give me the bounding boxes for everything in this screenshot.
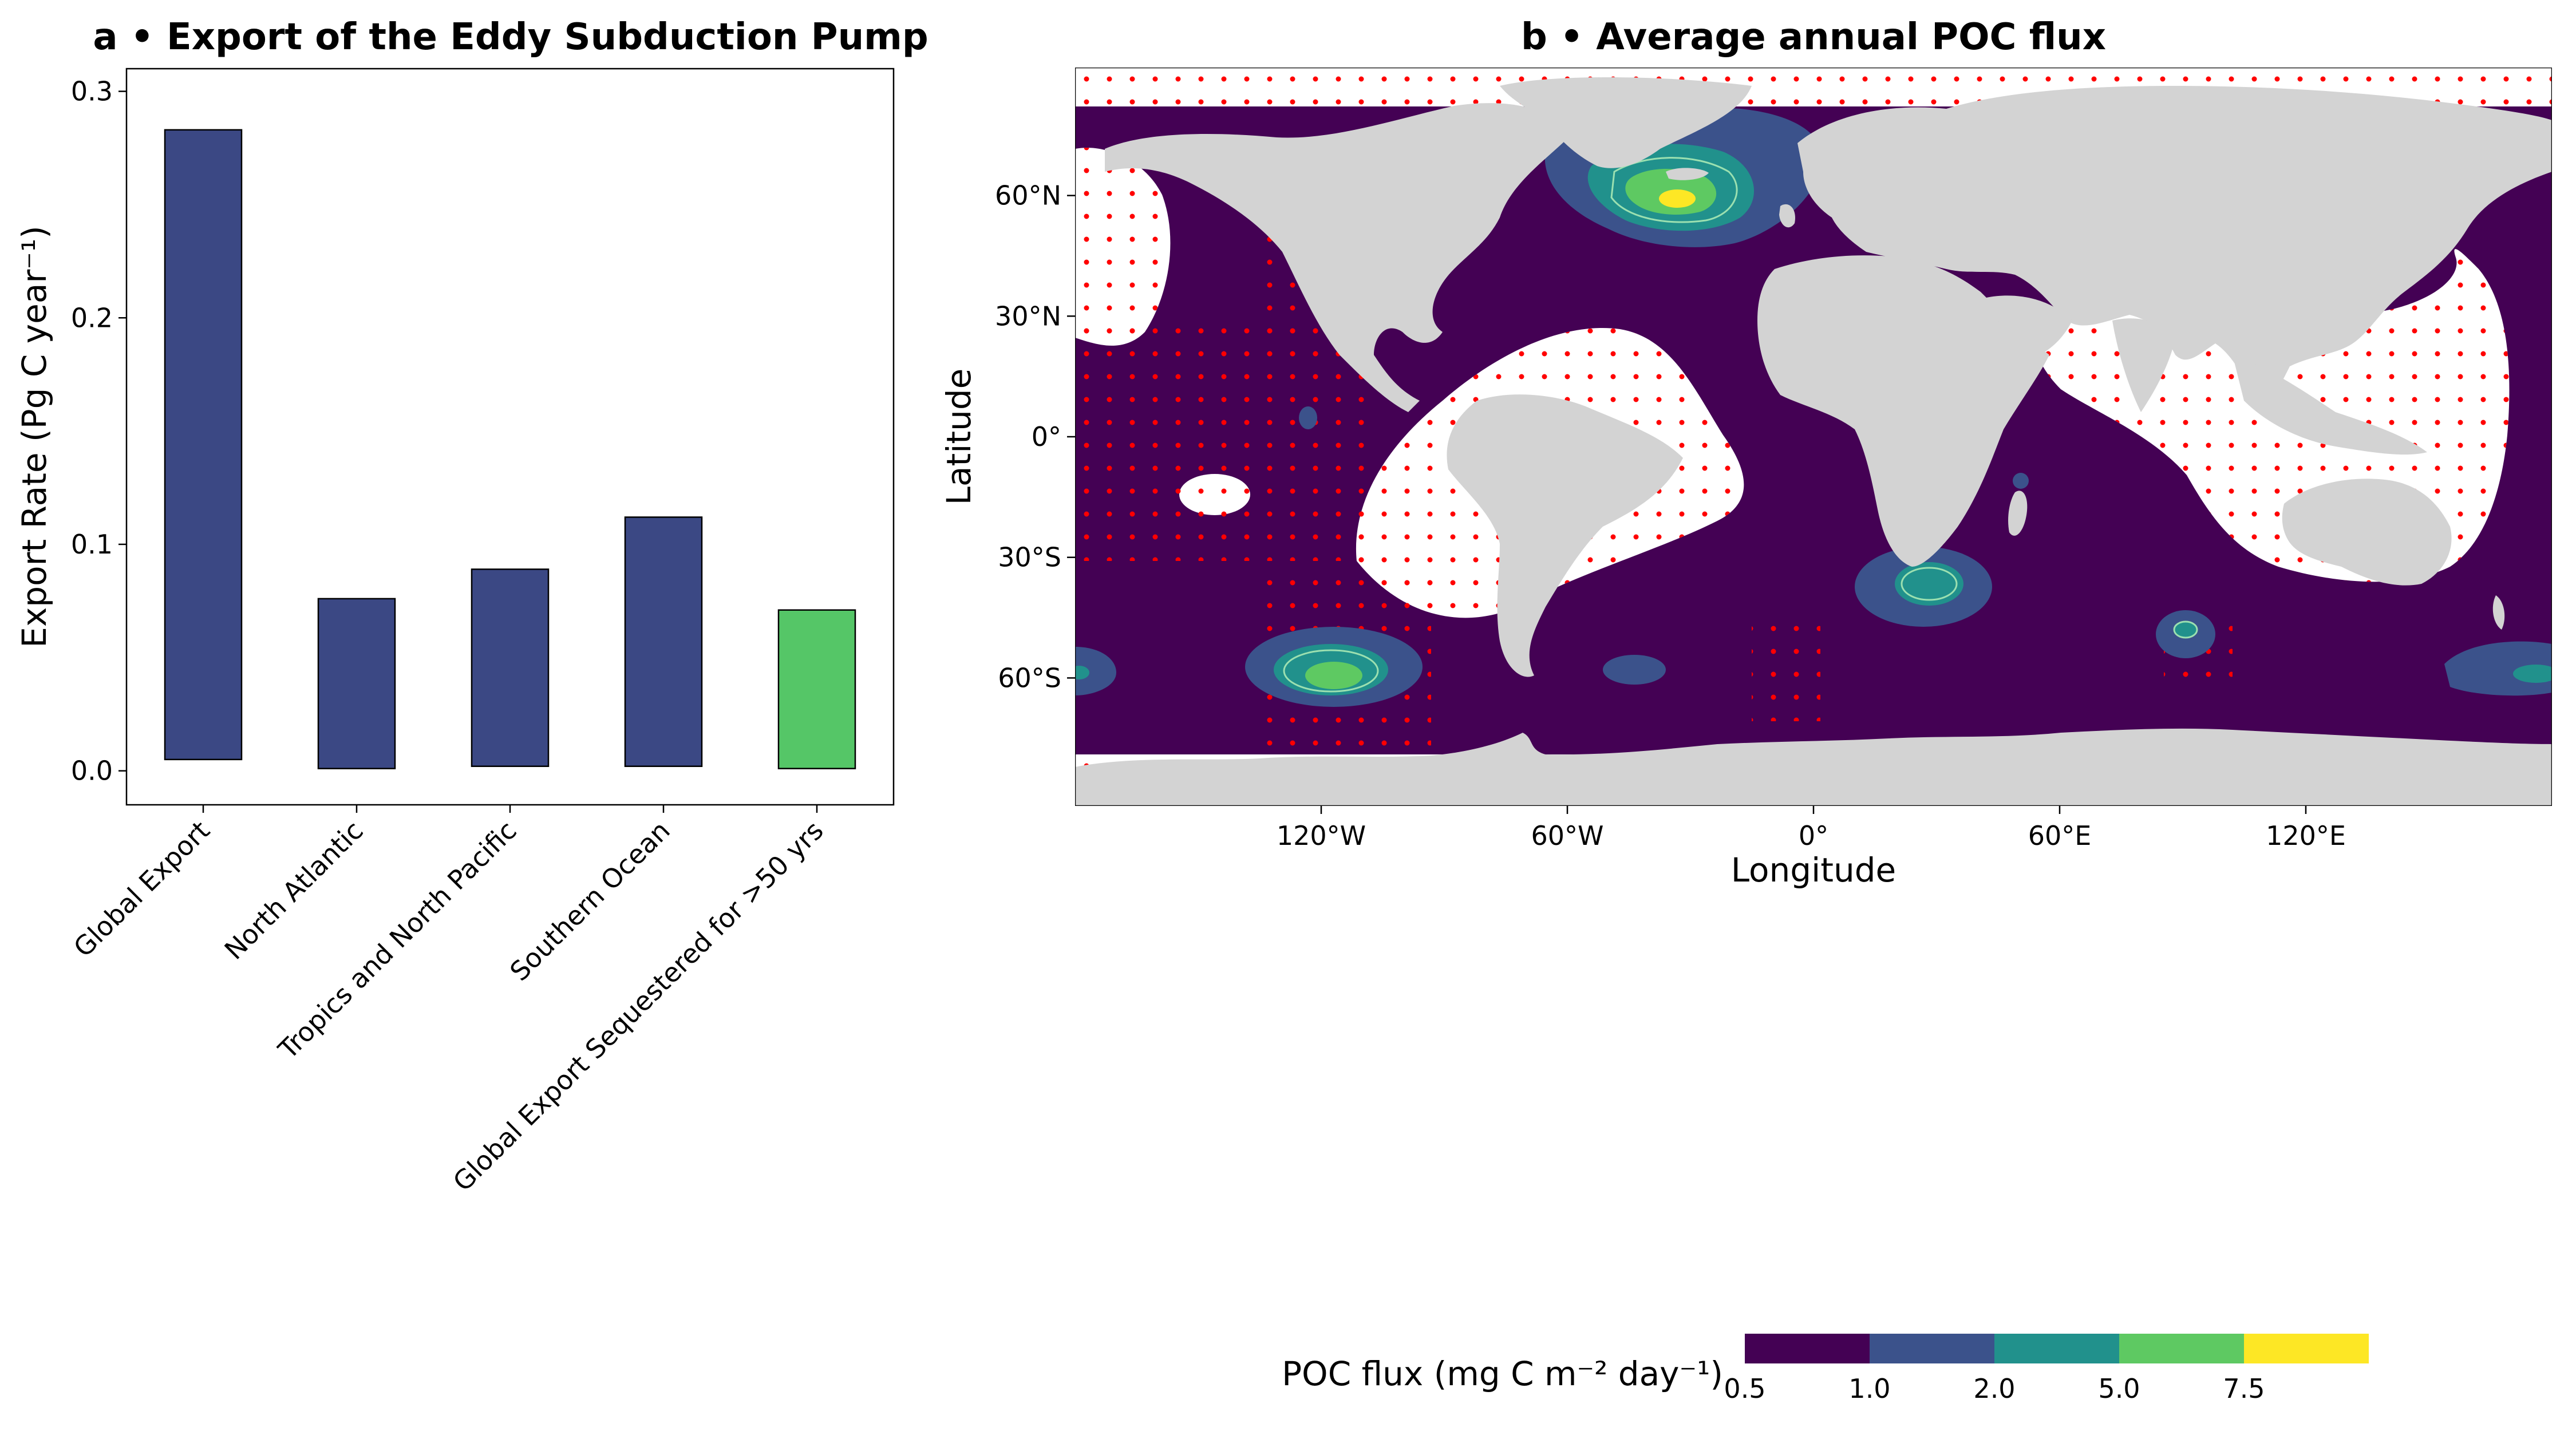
map-y-tick-label: 30°S bbox=[998, 542, 1061, 573]
bar-y-tick-label: 0.0 bbox=[71, 756, 113, 786]
bar-5 bbox=[777, 609, 856, 769]
map-title: b • Average annual POC flux bbox=[1521, 16, 2106, 58]
contour-north-atlantic-line bbox=[1610, 157, 1738, 223]
contour-tasman-l1 bbox=[2444, 641, 2552, 696]
bar-chart-title: a • Export of the Eddy Subduction Pump bbox=[93, 16, 928, 58]
bar-y-axis-label: Export Rate (Pg C year⁻¹) bbox=[15, 226, 54, 647]
map-x-tick-label: 120°E bbox=[2266, 820, 2346, 851]
colorbar-tick-label: 2.0 bbox=[1973, 1373, 2015, 1404]
land-eurasia bbox=[1797, 86, 2552, 404]
contour-tasman-l2 bbox=[2513, 665, 2552, 683]
map-y-tick-label: 30°N bbox=[995, 301, 1061, 331]
contour-south-pacific-l3 bbox=[1305, 662, 1362, 689]
bar-x-tick-label: Global Export bbox=[68, 815, 216, 963]
map-y-tick-label: 0° bbox=[1032, 421, 1061, 452]
colorbar-tick-label: 5.0 bbox=[2098, 1373, 2140, 1404]
map-y-tick-label: 60°S bbox=[998, 662, 1061, 693]
land-madagascar bbox=[2008, 491, 2028, 536]
colorbar-swatch bbox=[1745, 1334, 1870, 1363]
contour-indian-l2 bbox=[2173, 620, 2198, 639]
stipple-north-pacific bbox=[1075, 148, 1171, 346]
land-iceland bbox=[1666, 168, 1709, 180]
contour-drake bbox=[1603, 655, 1666, 685]
bar-1 bbox=[164, 129, 243, 761]
bar-y-axis: 0.0 0.1 0.2 0.3 bbox=[71, 76, 127, 786]
colorbar-tick-label: 1.0 bbox=[1848, 1373, 1890, 1404]
bar-series bbox=[164, 129, 856, 769]
map-x-tick-label: 0° bbox=[1799, 820, 1828, 851]
map-y-axis: 60°N 30°N 0° 30°S 60°S bbox=[995, 180, 1075, 693]
colorbar-tick-label: 0.5 bbox=[1724, 1373, 1765, 1404]
map-panel: b • Average annual POC flux bbox=[939, 16, 2552, 1404]
colorbar-swatches bbox=[1745, 1334, 2369, 1363]
map-x-axis: 120°W 60°W 0° 60°E 120°E bbox=[1277, 806, 2346, 851]
contour-south-atlantic-line bbox=[1901, 567, 1958, 601]
land-uk bbox=[1779, 204, 1795, 228]
stipple-south-atlantic-deep bbox=[1752, 618, 1820, 721]
land-india bbox=[2112, 318, 2175, 412]
colorbar: POC flux (mg C m⁻² day⁻¹) 0.5 1.0 2.0 5.0 7.… bbox=[1282, 1334, 2369, 1404]
bar-2 bbox=[317, 598, 396, 769]
colorbar-label: POC flux (mg C m⁻² day⁻¹) bbox=[1282, 1354, 1723, 1393]
map-x-axis-label: Longitude bbox=[1731, 851, 1896, 890]
land-north-america bbox=[1105, 103, 1568, 413]
bar-x-tick-label: Southern Ocean bbox=[504, 815, 676, 987]
land-antarctica bbox=[1075, 728, 2552, 806]
map-y-tick-label: 60°N bbox=[995, 180, 1061, 211]
land-southeast-asia bbox=[2233, 355, 2427, 455]
land-africa bbox=[1757, 255, 2049, 567]
bar-chart-panel: a • Export of the Eddy Subduction Pump 0… bbox=[15, 16, 929, 1197]
colorbar-swatch bbox=[1870, 1334, 1994, 1363]
contour-galapagos bbox=[1299, 406, 1317, 429]
map-x-tick-label: 120°W bbox=[1277, 820, 1366, 851]
colorbar-ticks: 0.5 1.0 2.0 5.0 7.5 bbox=[1724, 1373, 2265, 1404]
land-new-zealand bbox=[2492, 595, 2505, 630]
land-australia bbox=[2282, 479, 2452, 586]
colorbar-swatch bbox=[1994, 1334, 2119, 1363]
contour-west-edge bbox=[1075, 647, 1116, 695]
map-x-tick-label: 60°W bbox=[1531, 820, 1603, 851]
contour-south-atlantic-l2 bbox=[1895, 562, 1963, 606]
colorbar-swatch bbox=[2244, 1334, 2369, 1363]
bar-y-tick-label: 0.3 bbox=[71, 76, 113, 107]
contour-south-pacific-line bbox=[1283, 649, 1379, 693]
bar-x-tick-label: North Atlantic bbox=[219, 815, 369, 966]
land-arabia bbox=[1986, 295, 2072, 361]
land-japan bbox=[2401, 228, 2416, 274]
colorbar-swatch bbox=[2119, 1334, 2244, 1363]
bar-4 bbox=[624, 516, 703, 767]
contour-madagascar bbox=[2013, 473, 2029, 489]
land-masses bbox=[1075, 77, 2552, 806]
bar-y-tick-label: 0.1 bbox=[71, 529, 113, 560]
land-south-america bbox=[1447, 394, 1683, 677]
map-area bbox=[1075, 68, 2552, 806]
contour-west-edge-core bbox=[1075, 666, 1089, 679]
bar-y-tick-label: 0.2 bbox=[71, 302, 113, 333]
contour-north-atlantic-peak bbox=[1659, 189, 1696, 208]
colorbar-tick-label: 7.5 bbox=[2223, 1373, 2265, 1404]
land-greenland bbox=[1500, 77, 1752, 168]
bar-3 bbox=[471, 568, 550, 767]
map-x-tick-label: 60°E bbox=[2028, 820, 2092, 851]
map-y-axis-label: Latitude bbox=[939, 369, 978, 505]
